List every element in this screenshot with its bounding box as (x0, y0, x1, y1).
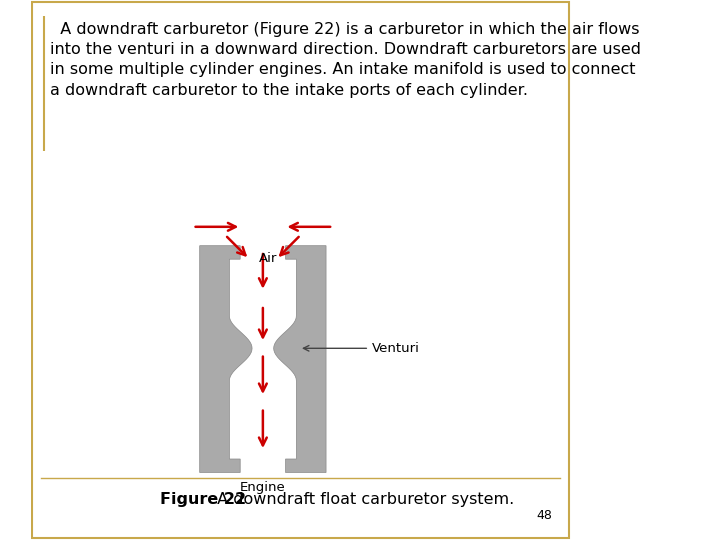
Text: A downdraft float carburetor system.: A downdraft float carburetor system. (212, 492, 514, 507)
Polygon shape (274, 246, 326, 472)
Text: A downdraft carburetor (Figure 22) is a carburetor in which the air flows
into t: A downdraft carburetor (Figure 22) is a … (50, 22, 641, 98)
Polygon shape (199, 246, 252, 472)
Text: Air: Air (259, 252, 277, 265)
Text: Engine: Engine (240, 481, 286, 494)
Text: Figure 22: Figure 22 (161, 492, 246, 507)
Text: 48: 48 (536, 509, 552, 522)
Text: Venturi: Venturi (372, 342, 420, 355)
